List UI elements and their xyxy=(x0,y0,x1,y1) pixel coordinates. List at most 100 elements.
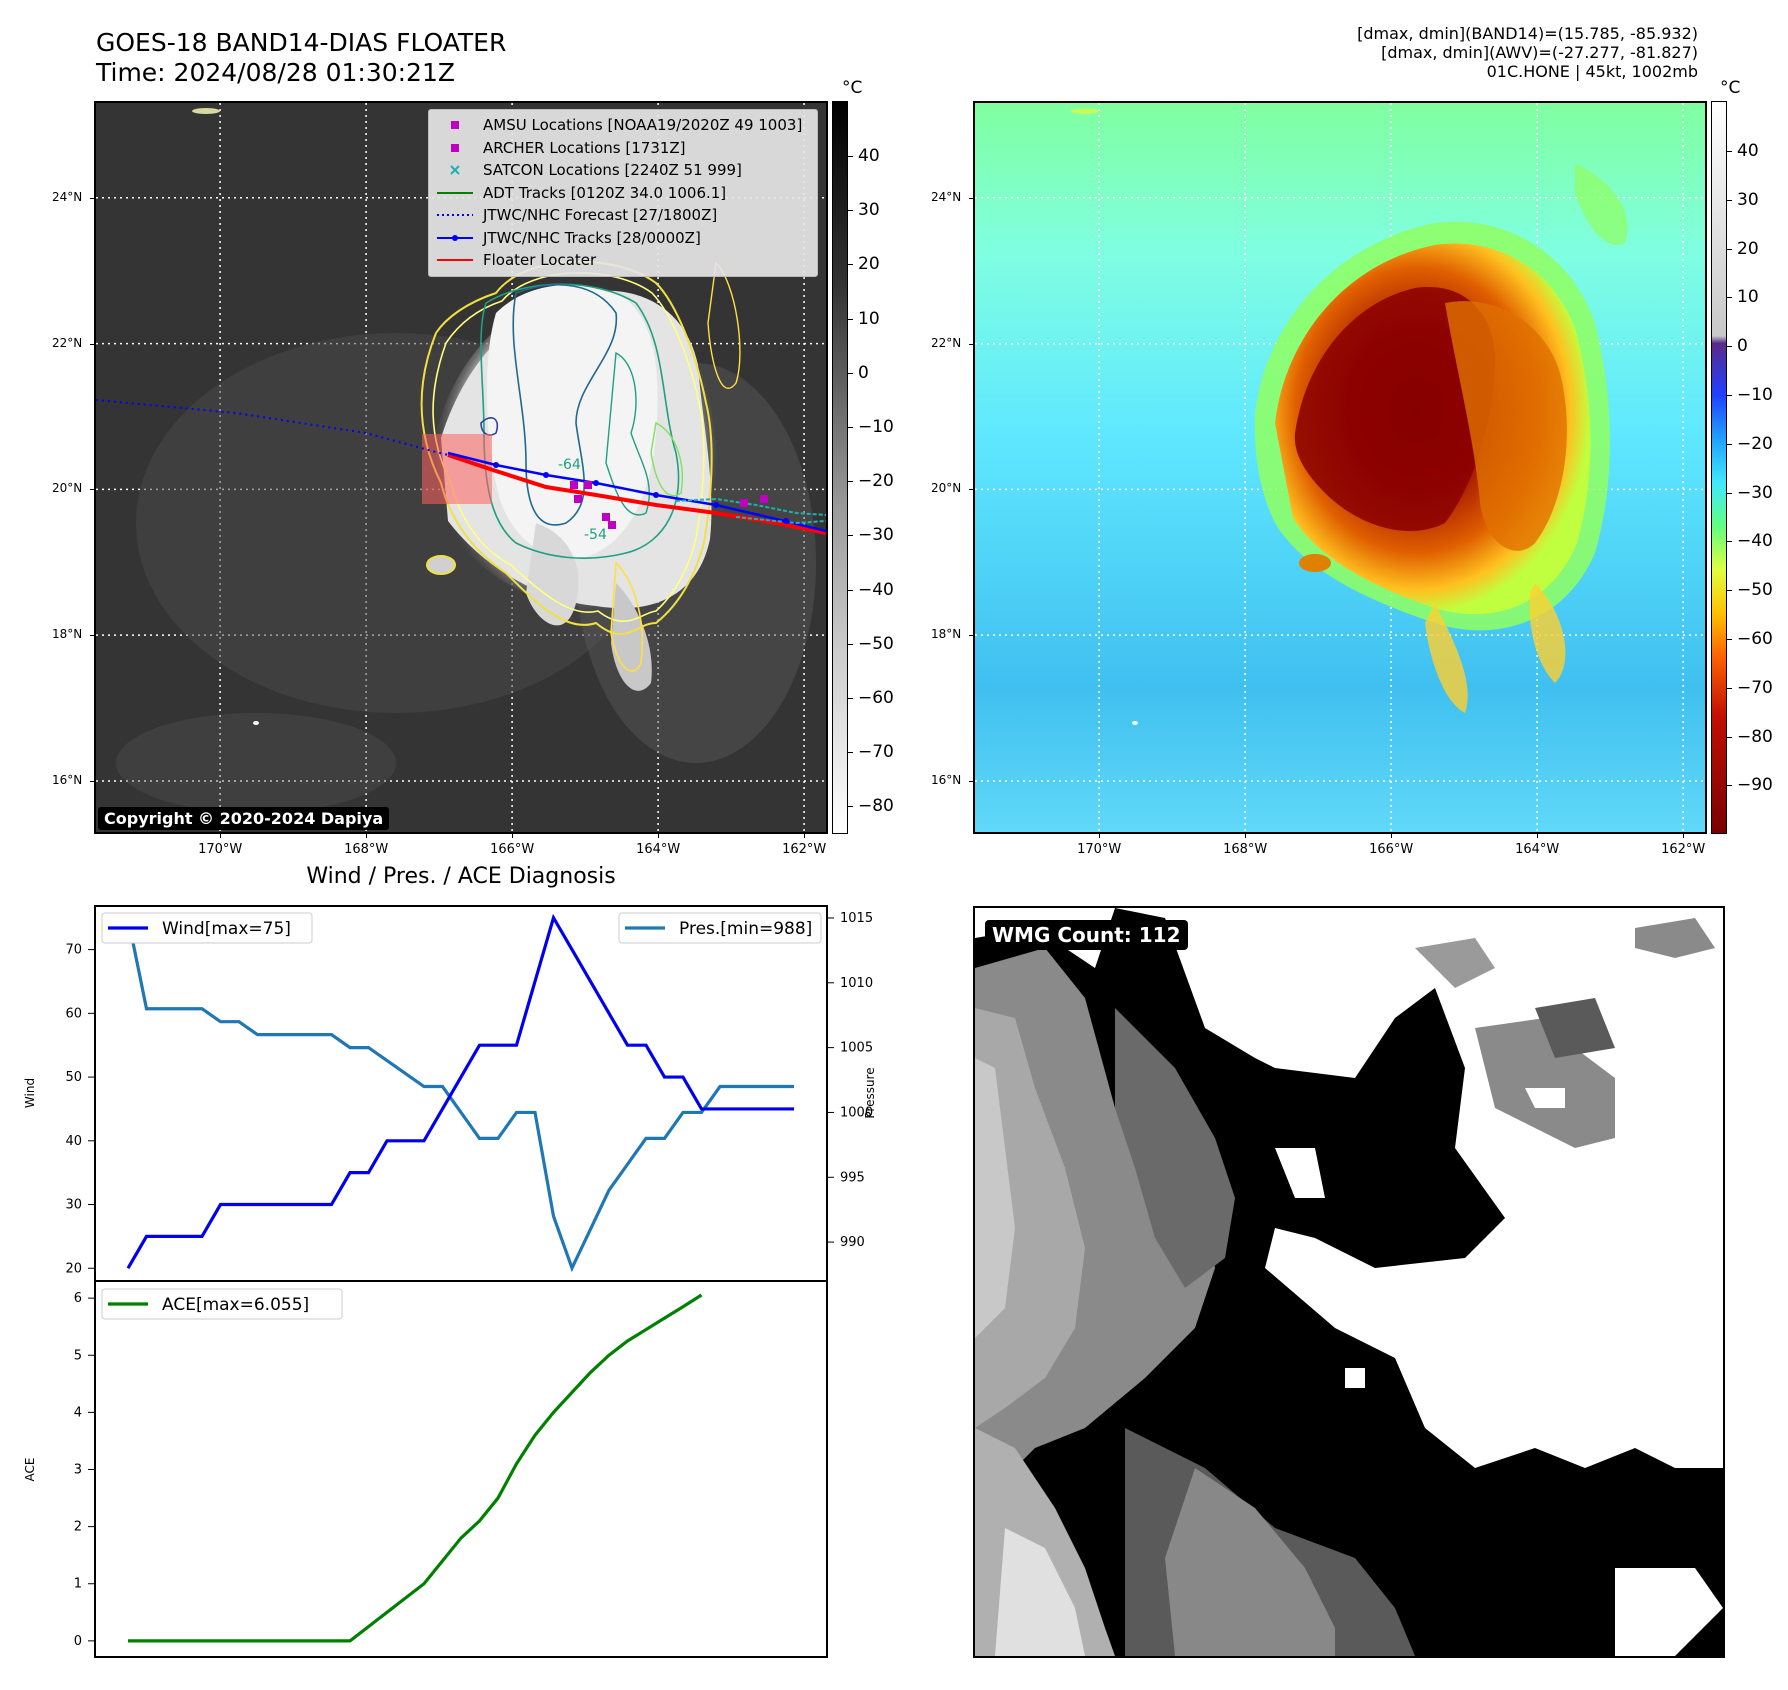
colorbar-tick-mark xyxy=(1727,541,1732,543)
ace-tick-label: 4 xyxy=(74,1405,82,1420)
wind-tick-label: 40 xyxy=(65,1134,82,1149)
lon-tick-mark xyxy=(658,832,660,838)
ace-tick-label: 0 xyxy=(74,1634,82,1649)
colorbar-tick-label: 20 xyxy=(858,254,880,275)
lon-tick-label: 166°W xyxy=(490,842,535,857)
diag-chart-svg: 70 60 50 40 30 20 1015 1010 1005 1000 995 990 6 5 4 3 2 1… xyxy=(23,905,877,1658)
lat-tick-label: 22°N xyxy=(931,335,962,350)
storm-info: [dmax, dmin](BAND14)=(15.785, -85.932) [… xyxy=(1357,24,1698,81)
lat-tick-label: 24°N xyxy=(52,189,83,204)
legend-item: Floater Locater xyxy=(435,249,811,272)
lon-tick-label: 164°W xyxy=(636,842,681,857)
ace-legend-label: ACE[max=6.055] xyxy=(162,1295,309,1315)
colorbar-tick-label: 0 xyxy=(858,362,869,383)
title-line-2: Time: 2024/08/28 01:30:21Z xyxy=(96,58,455,87)
colorbar-tick-mark xyxy=(848,643,853,645)
lon-tick-mark xyxy=(1391,832,1393,838)
pressure-tick-label: 995 xyxy=(840,1170,865,1185)
colorbar-tick-mark xyxy=(848,372,853,374)
ace-tick-label: 2 xyxy=(74,1520,82,1535)
colorbar-tick-mark xyxy=(848,264,853,266)
legend-item: ADT Tracks [0120Z 34.0 1006.1] xyxy=(435,182,811,205)
colorbar-tick-mark xyxy=(1727,687,1732,689)
ace-tick-label: 3 xyxy=(74,1463,82,1478)
awv-map-panel xyxy=(973,101,1707,834)
colorbar-tick-mark xyxy=(848,427,853,428)
colorbar-tick-label: −30 xyxy=(1737,482,1773,503)
lat-tick-mark xyxy=(90,197,96,199)
wmg-panel: WMG Count: 112 xyxy=(973,906,1725,1658)
info-line-3: 01C.HONE | 45kt, 1002mb xyxy=(1486,62,1698,81)
lon-tick-label: 166°W xyxy=(1369,842,1414,857)
lat-tick-label: 20°N xyxy=(931,481,962,496)
legend-swatch xyxy=(437,191,473,194)
pressure-legend xyxy=(618,912,822,944)
lon-tick-label: 170°W xyxy=(198,842,243,857)
colorbar-tick-label: −10 xyxy=(1737,385,1773,405)
pressure-legend-label: Pres.[min=988] xyxy=(679,919,812,939)
ir-map-panel: -64 -54 AMSU Locations [NOAA19/2020Z 49 … xyxy=(94,101,828,834)
colorbar-tick-mark xyxy=(1727,443,1732,445)
lon-tick-mark xyxy=(1537,832,1539,838)
ace-plot-frame xyxy=(94,1280,828,1658)
pressure-tick-label: 990 xyxy=(840,1235,865,1250)
legend-swatch xyxy=(451,143,459,152)
colorbar-tick-mark xyxy=(1727,785,1732,787)
colorbar-tick-label: −60 xyxy=(858,688,894,708)
legend-swatch xyxy=(437,259,473,262)
amsu-markers xyxy=(570,481,768,529)
color-colorbar xyxy=(1711,101,1727,834)
colorbar-tick-label: −30 xyxy=(858,525,894,546)
lat-tick-mark xyxy=(969,635,975,637)
pressure-tick-label: 1000 xyxy=(840,1105,873,1120)
pressure-tick-label: 1005 xyxy=(840,1041,873,1056)
lat-tick-label: 22°N xyxy=(52,335,83,350)
legend-item: SATCON Locations [2240Z 51 999] xyxy=(435,159,811,182)
ace-tick-label: 6 xyxy=(74,1291,82,1306)
colorbar-tick-label: 20 xyxy=(1737,238,1759,259)
colorbar-tick-label: 40 xyxy=(858,146,880,166)
gray-colorbar xyxy=(832,101,848,834)
legend-swatch xyxy=(437,234,473,241)
lat-tick-mark xyxy=(969,780,975,782)
wind-axis-label: Wind xyxy=(23,1078,37,1108)
wind-tick-label: 70 xyxy=(65,943,82,958)
legend-item: AMSU Locations [NOAA19/2020Z 49 1003] xyxy=(435,114,811,137)
legend-label: ADT Tracks [0120Z 34.0 1006.1] xyxy=(483,183,727,202)
colorbar-tick-label: −70 xyxy=(1737,677,1773,698)
lon-tick-mark xyxy=(512,832,514,838)
lat-tick-mark xyxy=(969,343,975,345)
lat-tick-mark xyxy=(969,489,975,491)
pressure-tick-label: 1010 xyxy=(840,976,873,991)
awv-map-svg xyxy=(975,103,1705,832)
wind-line xyxy=(126,913,794,1270)
colorbar-tick-mark xyxy=(848,535,853,537)
lon-tick-label: 170°W xyxy=(1077,842,1122,857)
pressure-tick-label: 1015 xyxy=(840,911,873,926)
wind-tick-label: 50 xyxy=(65,1070,82,1085)
legend-swatch xyxy=(450,165,460,175)
lon-tick-mark xyxy=(1099,832,1101,838)
wind-legend-label: Wind[max=75] xyxy=(162,919,291,939)
legend-item: ARCHER Locations [1731Z] xyxy=(435,137,811,160)
colorbar-tick-mark xyxy=(848,806,853,808)
colorbar-tick-mark xyxy=(848,318,853,320)
colorbar-tick-mark xyxy=(1727,297,1732,299)
colorbar-tick-mark xyxy=(1727,492,1732,494)
ace-axis-label: ACE xyxy=(23,1458,37,1482)
ace-tick-label: 5 xyxy=(74,1348,82,1363)
lon-tick-label: 168°W xyxy=(1223,842,1268,857)
wmg-svg xyxy=(975,908,1723,1656)
colorbar-tick-mark xyxy=(848,698,853,699)
colorbar-tick-mark xyxy=(1727,590,1732,592)
colorbar-tick-label: −80 xyxy=(1737,726,1773,747)
wind-tick-label: 60 xyxy=(65,1006,82,1021)
wind-plot-frame xyxy=(94,905,828,1282)
colorbar-tick-mark xyxy=(1727,395,1732,396)
ace-line xyxy=(128,1293,703,1643)
legend-label: ARCHER Locations [1731Z] xyxy=(483,138,686,157)
colorbar-tick-label: −80 xyxy=(858,796,894,817)
graticule xyxy=(975,103,1705,832)
legend-item: JTWC/NHC Tracks [28/0000Z] xyxy=(435,227,811,250)
lat-tick-mark xyxy=(90,635,96,637)
